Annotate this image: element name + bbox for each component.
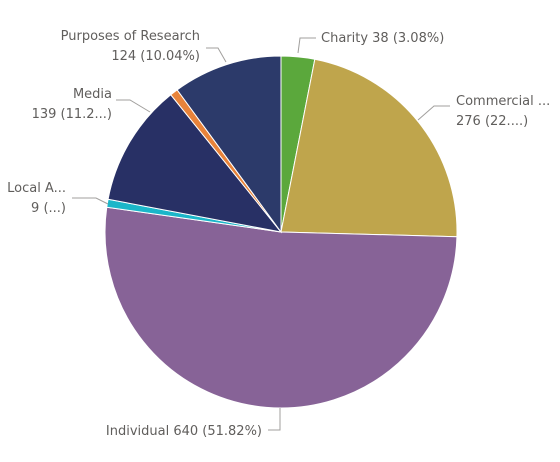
pie-slice-media[interactable] [107,94,283,233]
data-label: Individual 640 (51.82%) [106,424,262,439]
data-label: 9 (...) [31,201,66,216]
leader-line [72,197,109,205]
leader-line [116,99,151,113]
leader-lines [72,37,450,431]
data-label: Purposes of Research [61,29,200,44]
data-label: 139 (11.2...) [32,107,112,122]
leader-line [297,37,316,54]
pie-slices [104,55,458,409]
data-label: 124 (10.04%) [111,49,200,64]
pie-slice-purposes-of-research[interactable] [176,55,282,234]
pie-slice-commercial[interactable] [280,58,458,238]
data-label: Commercial ... [456,94,550,109]
data-labels: Charity 38 (3.08%) Commercial ... 276 (22.… [7,29,550,439]
data-label: Local A... [7,181,66,196]
data-label: Charity 38 (3.08%) [321,31,444,46]
leader-line [417,105,450,121]
leader-line [268,408,281,431]
data-label: 276 (22....) [456,114,528,129]
data-label: Media [73,87,112,102]
leader-line [206,47,227,63]
pie-slice-individual[interactable] [104,206,458,409]
